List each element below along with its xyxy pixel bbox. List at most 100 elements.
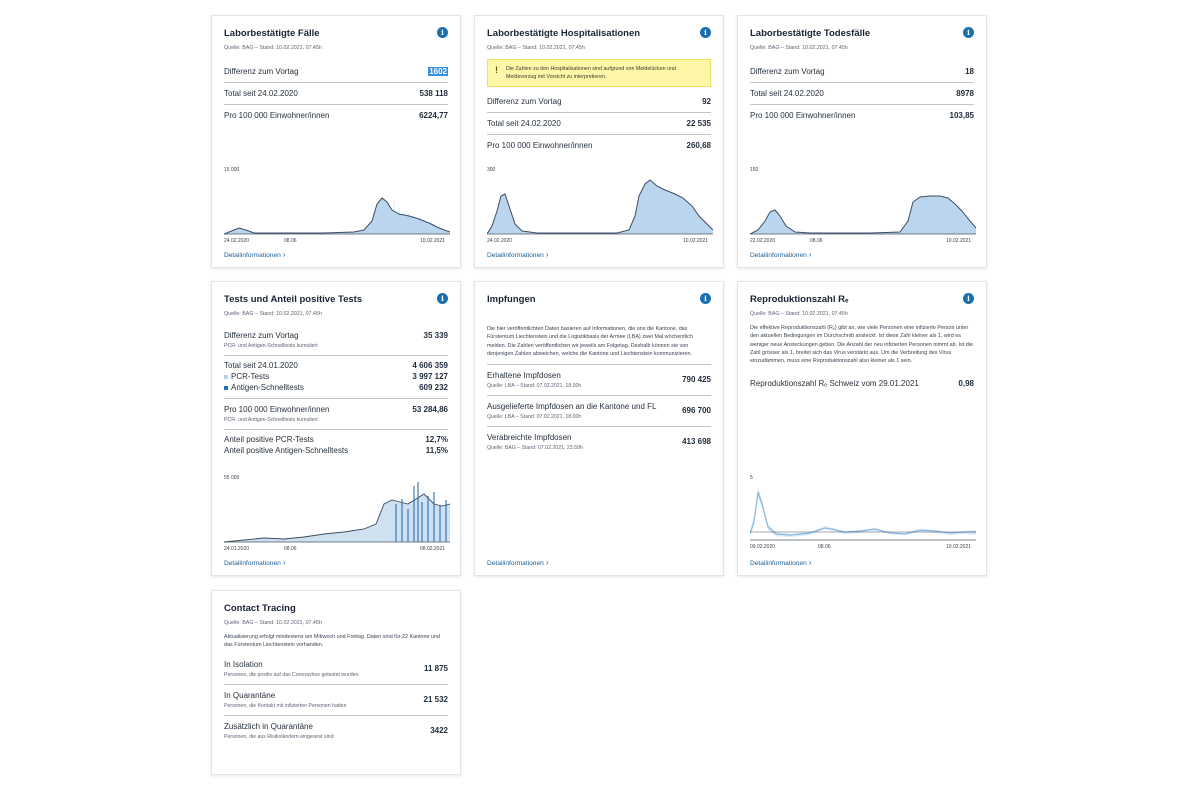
card-title: Reproduktionszahl Rₑ (750, 294, 849, 305)
x-end-label: 08.02.2021 (420, 546, 445, 552)
chevron-right-icon: › (808, 250, 812, 259)
card-title: Laborbestätigte Todesfälle (750, 28, 871, 39)
detail-link[interactable]: Detailinformationen › (750, 250, 812, 259)
info-icon[interactable]: i (963, 293, 974, 304)
tests-chart: 55 000 24.01.2020 08.06 08.02.2021 (224, 474, 450, 556)
chevron-right-icon: › (282, 250, 286, 259)
diff-value: 1602 (428, 67, 448, 76)
card-source: Quelle: BAG – Stand: 10.02.2021, 07.45h (750, 311, 848, 317)
x-start-label: 22.02.2020 (750, 238, 775, 244)
stat-total-group: Total seit 24.01.2020 4 606 359 PCR-Tests… (224, 361, 448, 392)
stat-total: Total seit 24.02.2020 22 535 (487, 119, 711, 128)
y-max-label: 300 (487, 167, 496, 173)
card-description: Die hier veröffentlichten Daten basieren… (487, 326, 693, 357)
pcr-legend-square (224, 374, 228, 379)
card-vaccinations: Impfungen i Die hier veröffentlichten Da… (474, 281, 724, 576)
x-end-label: 10.02.2021 (946, 238, 971, 244)
hosp-line (487, 179, 713, 235)
detail-link[interactable]: Detailinformationen › (487, 250, 549, 259)
stat-diff: Differenz zum Vortag PCR- und Antigen-Sc… (224, 331, 448, 349)
detail-link[interactable]: Detailinformationen › (224, 250, 286, 259)
deaths-chart: 150 22.02.2020 08.06 10.02.2021 (750, 166, 976, 248)
y-max-label: 5 (750, 475, 753, 481)
x-end-label: 10.02.2021 (420, 238, 445, 244)
hosp-chart: 300 24.02.2020 10.02.2021 (487, 166, 713, 248)
info-icon[interactable]: i (700, 293, 711, 304)
tests-line (224, 493, 450, 543)
stat-received: Erhaltene Impfdosen Quelle: LBA – Stand:… (487, 371, 711, 390)
repro-band (750, 488, 976, 537)
warning-note: ! Die Zahlen zu den Hospitalisationen si… (487, 59, 711, 87)
repro-line (750, 491, 976, 536)
cases-area (224, 198, 450, 234)
chevron-right-icon: › (808, 558, 812, 567)
y-max-label: 55 000 (224, 475, 240, 481)
card-source: Quelle: BAG – Stand: 10.02.2021, 07.45h (224, 45, 322, 51)
pcr-area (224, 494, 450, 542)
antigen-bars (395, 482, 447, 542)
info-icon[interactable]: i (437, 27, 448, 38)
stat-administered: Verabreichte Impfdosen Quelle: BAG – Sta… (487, 433, 711, 452)
detail-link[interactable]: Detailinformationen › (487, 558, 549, 567)
card-deaths: Laborbestätigte Todesfälle i Quelle: BAG… (737, 15, 987, 268)
card-contact-tracing: Contact Tracing Quelle: BAG – Stand: 10.… (211, 590, 461, 775)
stat-extra-quarantine: Zusätzlich in Quarantäne Personen, die a… (224, 721, 448, 740)
stat-diff: Differenz zum Vortag 1602 (224, 67, 448, 76)
card-title: Laborbestätigte Hospitalisationen (487, 28, 641, 39)
card-source: Quelle: BAG – Stand: 10.02.2021, 07.45h (487, 45, 585, 51)
card-title: Laborbestätigte Fälle (224, 28, 320, 39)
deaths-area (750, 196, 976, 234)
y-max-label: 150 (750, 167, 759, 173)
chevron-right-icon: › (545, 558, 549, 567)
x-start-label: 24.02.2020 (487, 238, 512, 244)
card-reproduction: Reproduktionszahl Rₑ i Quelle: BAG – Sta… (737, 281, 987, 576)
detail-link[interactable]: Detailinformationen › (750, 558, 812, 567)
stat-total: Total seit 24.02.2020 538 118 (224, 89, 448, 98)
stat-total: Total seit 24.02.2020 8978 (750, 89, 974, 98)
stat-quarantine: In Quarantäne Personen, die Kontakt mit … (224, 690, 448, 709)
cases-line (224, 197, 450, 235)
card-title: Impfungen (487, 294, 536, 305)
x-start-label: 24.01.2020 (224, 546, 249, 552)
card-title: Tests und Anteil positive Tests (224, 294, 363, 305)
card-description: Aktualisierung erfolgt mindestens am Mit… (224, 634, 441, 649)
card-source: Quelle: BAG – Stand: 10.02.2021, 07.45h (750, 45, 848, 51)
stat-isolation: In Isolation Personen, die positiv auf d… (224, 659, 448, 678)
detail-link[interactable]: Detailinformationen › (224, 558, 286, 567)
stat-delivered: Ausgelieferte Impfdosen an die Kantone u… (487, 402, 711, 421)
repro-chart: 5 09.02.2020 08.06 10.02.2021 (750, 472, 976, 554)
x-end-label: 10.02.2021 (946, 544, 971, 550)
y-max-label: 15 000 (224, 167, 240, 173)
x-start-label: 09.02.2020 (750, 544, 775, 550)
hosp-area (487, 180, 713, 234)
stat-per100k: Pro 100 000 Einwohner/innen 260,68 (487, 141, 711, 150)
card-tests: Tests und Anteil positive Tests i Quelle… (211, 281, 461, 576)
antigen-legend-square (224, 385, 228, 390)
x-mid-label: 08.06 (810, 238, 823, 244)
card-source: Quelle: BAG – Stand: 10.02.2021, 07.45h (224, 311, 322, 317)
x-start-label: 24.02.2020 (224, 238, 249, 244)
deaths-line (750, 195, 976, 235)
stat-repro: Reproduktionszahl Rₑ Schweiz vom 29.01.2… (750, 379, 974, 389)
stat-per100k: Pro 100 000 Einwohner/innen 6224,77 (224, 111, 448, 120)
x-mid-label: 08.06 (284, 546, 297, 552)
stat-diff: Differenz zum Vortag 92 (487, 97, 711, 106)
card-description: Die effektive Reproduktionszahl (Rₑ) gib… (750, 325, 973, 365)
card-cases: Laborbestätigte Fälle i Quelle: BAG – St… (211, 15, 461, 268)
card-source: Quelle: BAG – Stand: 10.02.2021, 07.45h (224, 620, 322, 626)
stat-diff: Differenz zum Vortag 18 (750, 67, 974, 76)
warning-icon: ! (495, 65, 498, 75)
stat-positive-group: Anteil positive PCR-Tests 12,7% Anteil po… (224, 435, 448, 455)
chevron-right-icon: › (282, 558, 286, 567)
info-icon[interactable]: i (963, 27, 974, 38)
stat-per100k: Pro 100 000 Einwohner/innen 103,85 (750, 111, 974, 120)
card-title: Contact Tracing (224, 603, 296, 614)
cases-chart: 15 000 24.02.2020 08.06 10.02.2021 (224, 166, 450, 248)
card-hospitalisations: Laborbestätigte Hospitalisationen i Quel… (474, 15, 724, 268)
x-mid-label: 08.06 (818, 544, 831, 550)
stat-per100k: Pro 100 000 Einwohner/innen PCR- und Ant… (224, 405, 448, 423)
chevron-right-icon: › (545, 250, 549, 259)
info-icon[interactable]: i (700, 27, 711, 38)
x-end-label: 10.02.2021 (683, 238, 708, 244)
info-icon[interactable]: i (437, 293, 448, 304)
